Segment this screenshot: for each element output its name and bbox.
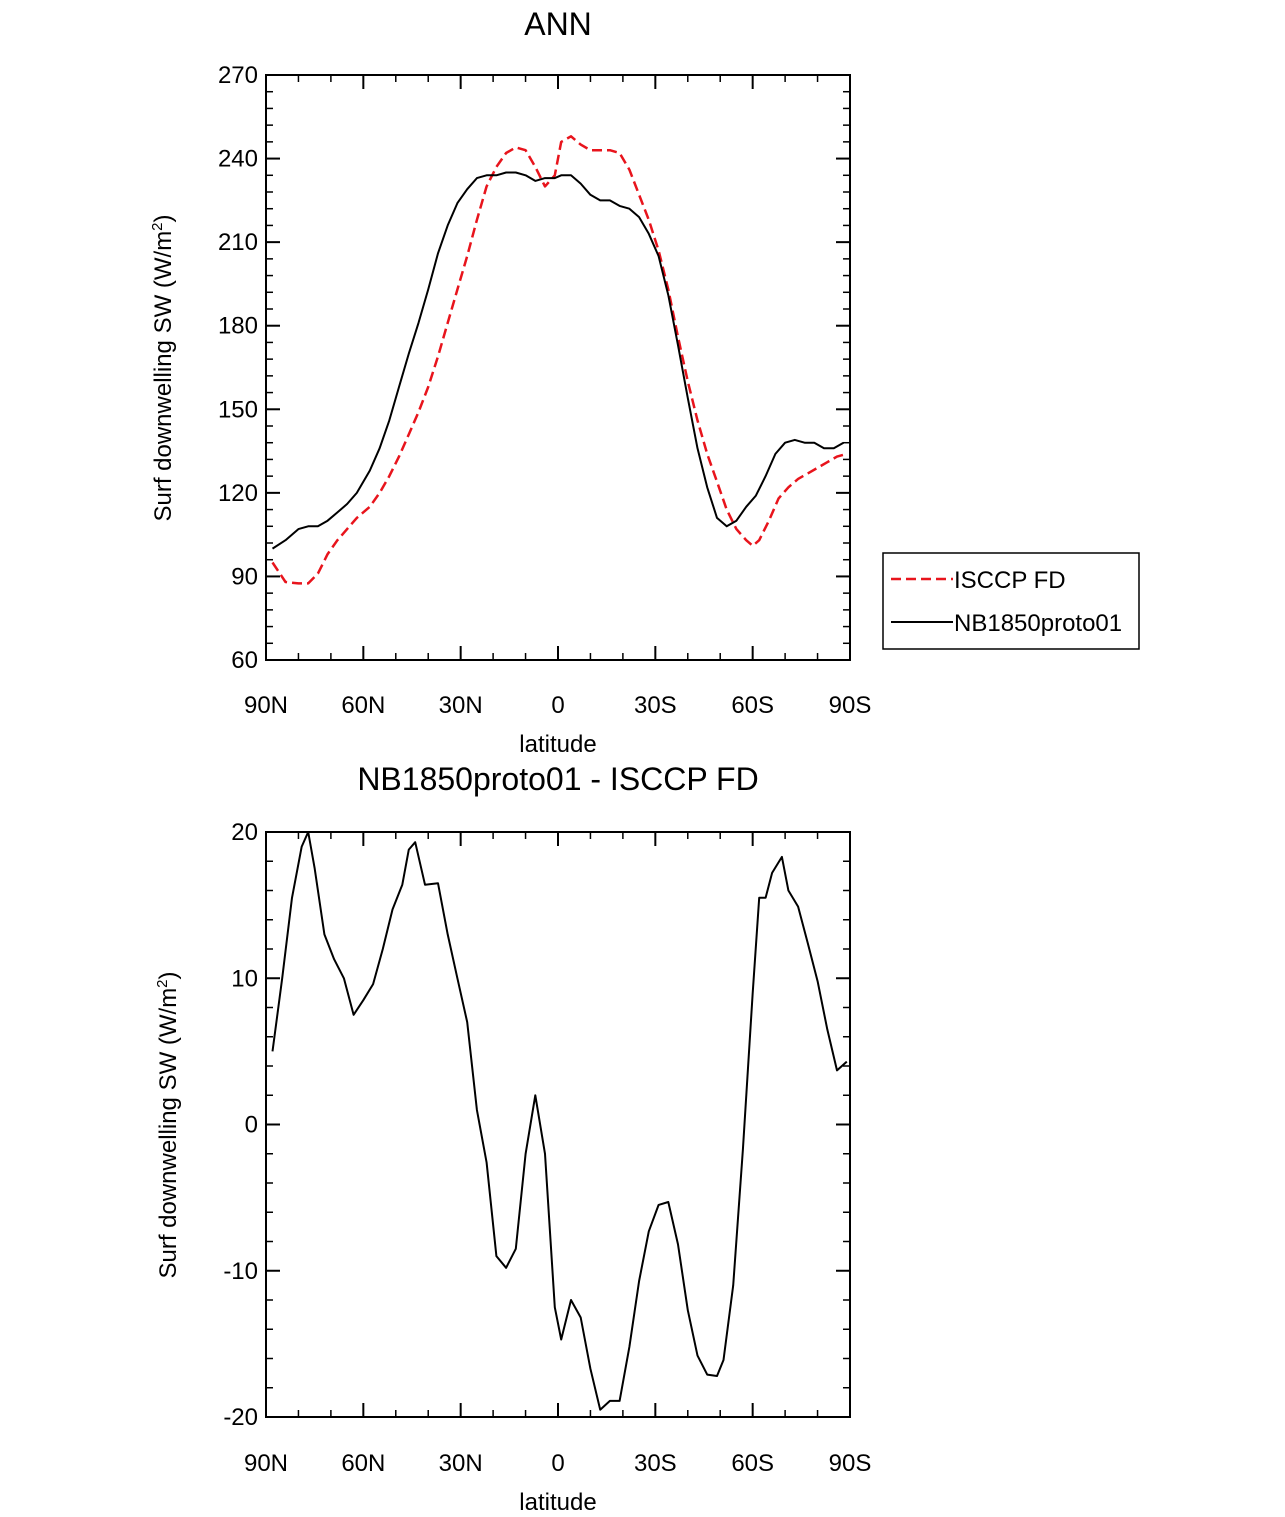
y-tick-label: 60 bbox=[231, 647, 258, 674]
series-line-nb1850proto01-isccp-fd bbox=[271, 831, 848, 1411]
x-tick-label: 60S bbox=[731, 1450, 774, 1477]
y-tick-label: -20 bbox=[223, 1404, 258, 1431]
x-tick-label: 90N bbox=[244, 1450, 288, 1477]
series-line-isccp-fd bbox=[271, 135, 848, 585]
x-tick-label: 90N bbox=[244, 692, 288, 719]
plot-frame bbox=[265, 74, 851, 661]
x-tick-label: 30S bbox=[634, 1450, 677, 1477]
y-tick-label: 210 bbox=[218, 229, 258, 256]
y-tick-labels: 60 90 120 150 180 210 240 270 bbox=[218, 62, 258, 674]
x-tick-label: 90S bbox=[829, 692, 872, 719]
y-tick-label: 150 bbox=[218, 396, 258, 423]
y-tick-label: 20 bbox=[231, 819, 258, 846]
y-tick-labels: -20 -10 0 10 20 bbox=[223, 819, 258, 1431]
x-tick-labels: 90N 60N 30N 0 30S 60S 90S bbox=[244, 1450, 871, 1477]
axis-ticks bbox=[265, 74, 851, 661]
legend-label-isccp-fd: ISCCP FD bbox=[954, 567, 1066, 594]
data-series bbox=[271, 831, 848, 1411]
legend: ISCCP FD NB1850proto01 bbox=[882, 552, 1140, 650]
y-tick-label: 240 bbox=[218, 146, 258, 173]
y-axis-label-text: Surf downwelling SW (W/m bbox=[155, 988, 182, 1279]
panel-title: NB1850proto01 - ISCCP FD bbox=[357, 761, 758, 797]
x-tick-label: 60S bbox=[731, 692, 774, 719]
y-tick-label: 0 bbox=[245, 1112, 258, 1139]
y-axis-label-close: ) bbox=[150, 214, 177, 222]
y-axis-label-superscript: 2 bbox=[154, 979, 171, 987]
panel-title: ANN bbox=[524, 6, 592, 42]
x-tick-label: 60N bbox=[341, 692, 385, 719]
x-tick-label: 30N bbox=[439, 1450, 483, 1477]
axis-ticks bbox=[265, 831, 851, 1418]
y-axis-label-text: Surf downwelling SW (W/m bbox=[150, 231, 177, 522]
legend-label-nb1850proto01: NB1850proto01 bbox=[954, 610, 1122, 637]
y-axis-label: Surf downwelling SW (W/m2) bbox=[149, 214, 177, 521]
x-tick-label: 90S bbox=[829, 1450, 872, 1477]
series-line-nb1850proto01 bbox=[271, 171, 844, 550]
x-tick-label: 30N bbox=[439, 692, 483, 719]
y-axis-label: Surf downwelling SW (W/m2) bbox=[154, 971, 182, 1278]
x-tick-labels: 90N 60N 30N 0 30S 60S 90S bbox=[244, 692, 871, 719]
x-tick-label: 0 bbox=[551, 1450, 564, 1477]
y-tick-label: 10 bbox=[231, 965, 258, 992]
svg-text:Surf downwelling SW (W/m2): Surf downwelling SW (W/m2) bbox=[154, 971, 182, 1278]
x-tick-label: 60N bbox=[341, 1450, 385, 1477]
x-axis-label: latitude bbox=[519, 731, 596, 758]
annual-mean-panel: ANN Surf downwelling SW (W/m2) latitude … bbox=[149, 6, 1140, 758]
plot-frame bbox=[265, 831, 851, 1418]
data-series bbox=[271, 135, 848, 585]
x-tick-label: 0 bbox=[551, 692, 564, 719]
y-tick-label: 90 bbox=[231, 563, 258, 590]
legend-box bbox=[882, 552, 1140, 650]
difference-panel: NB1850proto01 - ISCCP FD Surf downwellin… bbox=[154, 761, 871, 1516]
y-tick-label: -10 bbox=[223, 1258, 258, 1285]
y-tick-label: 270 bbox=[218, 62, 258, 89]
y-tick-label: 120 bbox=[218, 480, 258, 507]
x-tick-label: 30S bbox=[634, 692, 677, 719]
x-axis-label: latitude bbox=[519, 1489, 596, 1516]
y-axis-label-superscript: 2 bbox=[149, 222, 166, 230]
svg-text:Surf downwelling SW (W/m2): Surf downwelling SW (W/m2) bbox=[149, 214, 177, 521]
y-tick-label: 180 bbox=[218, 313, 258, 340]
y-axis-label-close: ) bbox=[155, 971, 182, 979]
